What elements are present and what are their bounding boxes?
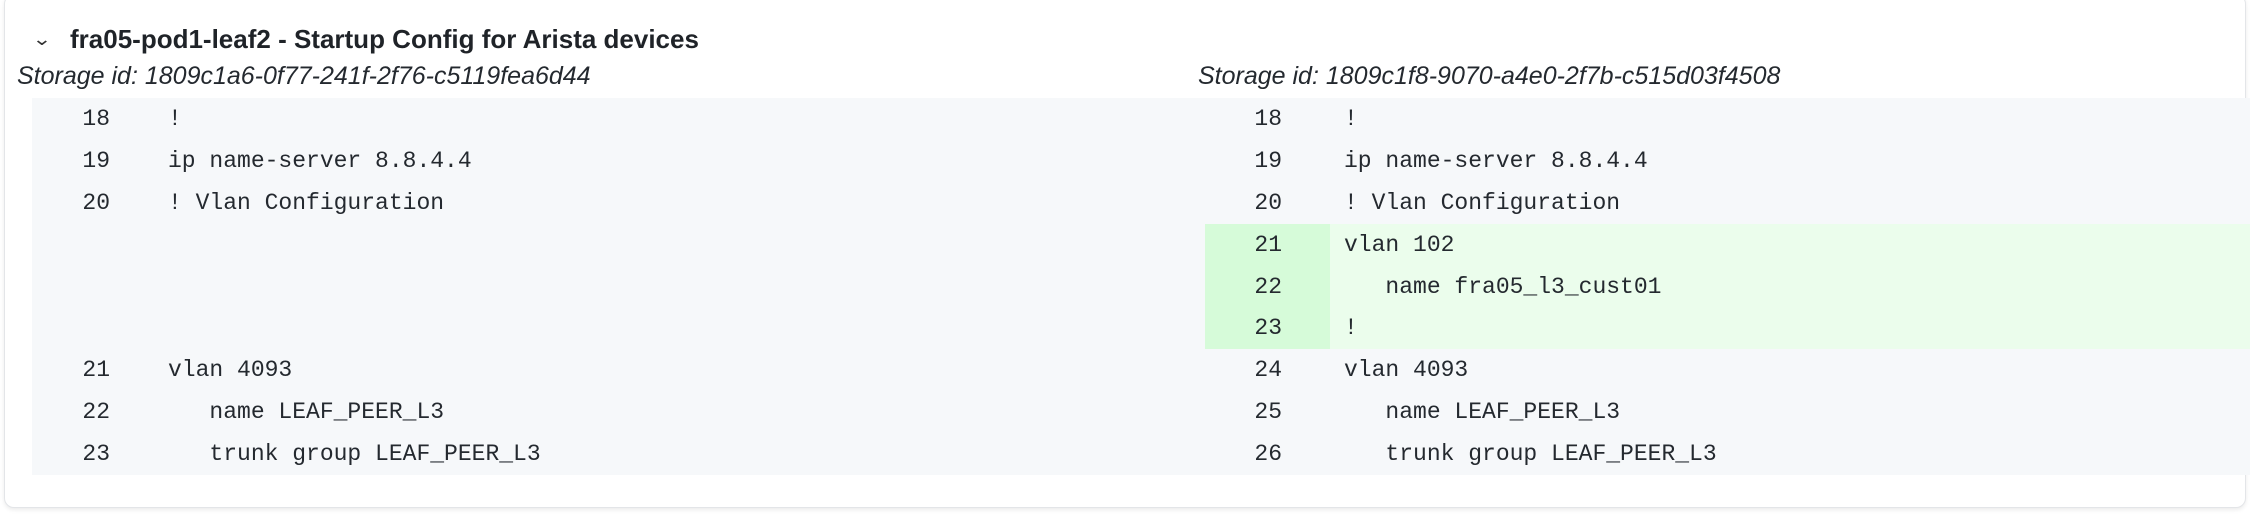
- line-code: !: [1344, 315, 1358, 342]
- line-code: ! Vlan Configuration: [1344, 189, 1621, 216]
- code-line: 20 ! Vlan Configuration: [32, 182, 1205, 224]
- line-code: vlan 102: [1344, 231, 1455, 258]
- line-number: 23: [1205, 307, 1330, 350]
- code-line: 26 trunk group LEAF_PEER_L3: [1205, 433, 2250, 475]
- empty-line: [32, 224, 1205, 266]
- line-code: vlan 4093: [1344, 357, 1469, 384]
- empty-line: [32, 266, 1205, 308]
- diff-header[interactable]: ⌄ fra05-pod1-leaf2 - Startup Config for …: [32, 20, 699, 58]
- line-number: 24: [1254, 357, 1282, 384]
- code-line: 21 vlan 4093: [32, 349, 1205, 391]
- line-number: 19: [1254, 147, 1282, 174]
- line-number: 18: [82, 105, 110, 132]
- line-number: 19: [82, 147, 110, 174]
- diff-title: fra05-pod1-leaf2 - Startup Config for Ar…: [70, 23, 699, 54]
- line-number: 25: [1254, 399, 1282, 426]
- line-code: name LEAF_PEER_L3: [168, 399, 445, 426]
- code-line: 19 ip name-server 8.8.4.4: [32, 140, 1205, 182]
- code-line: 24 vlan 4093: [1205, 349, 2250, 391]
- chevron-down-icon[interactable]: ⌄: [32, 28, 52, 49]
- code-line: 25 name LEAF_PEER_L3: [1205, 391, 2250, 433]
- line-code: ip name-server 8.8.4.4: [1344, 147, 1648, 174]
- line-number: 20: [1254, 189, 1282, 216]
- line-code: ip name-server 8.8.4.4: [168, 147, 472, 174]
- line-code: ! Vlan Configuration: [168, 189, 445, 216]
- code-line: 22 name LEAF_PEER_L3: [32, 391, 1205, 433]
- empty-line: [32, 307, 1205, 349]
- code-line: 19 ip name-server 8.8.4.4: [1205, 140, 2250, 182]
- line-code: name LEAF_PEER_L3: [1344, 399, 1621, 426]
- code-line: 20 ! Vlan Configuration: [1205, 182, 2250, 224]
- line-code: !: [168, 105, 182, 132]
- line-code: trunk group LEAF_PEER_L3: [168, 441, 541, 468]
- line-number: 26: [1254, 441, 1282, 468]
- line-number: 22: [82, 399, 110, 426]
- line-code: trunk group LEAF_PEER_L3: [1344, 441, 1717, 468]
- right-storage-id: Storage id: 1809c1f8-9070-a4e0-2f7b-c515…: [1198, 62, 1781, 90]
- added-line: 21 vlan 102: [1205, 223, 2250, 266]
- line-number: 21: [82, 357, 110, 384]
- line-number: 20: [82, 189, 110, 216]
- left-code-panel: 18! 19 ip name-server 8.8.4.4 20 ! Vlan Conf…: [32, 98, 1205, 475]
- code-line: 18!: [32, 98, 1205, 140]
- code-line: 23 trunk group LEAF_PEER_L3: [32, 433, 1205, 475]
- added-line: 22 name fra05_l3_cust01: [1205, 265, 2250, 308]
- line-number: 22: [1205, 265, 1330, 308]
- right-code-panel: 18! 19 ip name-server 8.8.4.4 20 ! Vlan Conf…: [1205, 98, 2250, 475]
- line-code: vlan 4093: [168, 357, 293, 384]
- line-code: !: [1344, 105, 1358, 132]
- line-code: name fra05_l3_cust01: [1344, 273, 1662, 300]
- code-line: 18!: [1205, 98, 2250, 140]
- line-number: 21: [1205, 223, 1330, 266]
- added-line: 23!: [1205, 307, 2250, 350]
- line-number: 23: [82, 441, 110, 468]
- left-storage-id: Storage id: 1809c1a6-0f77-241f-2f76-c511…: [17, 62, 591, 90]
- line-number: 18: [1254, 105, 1282, 132]
